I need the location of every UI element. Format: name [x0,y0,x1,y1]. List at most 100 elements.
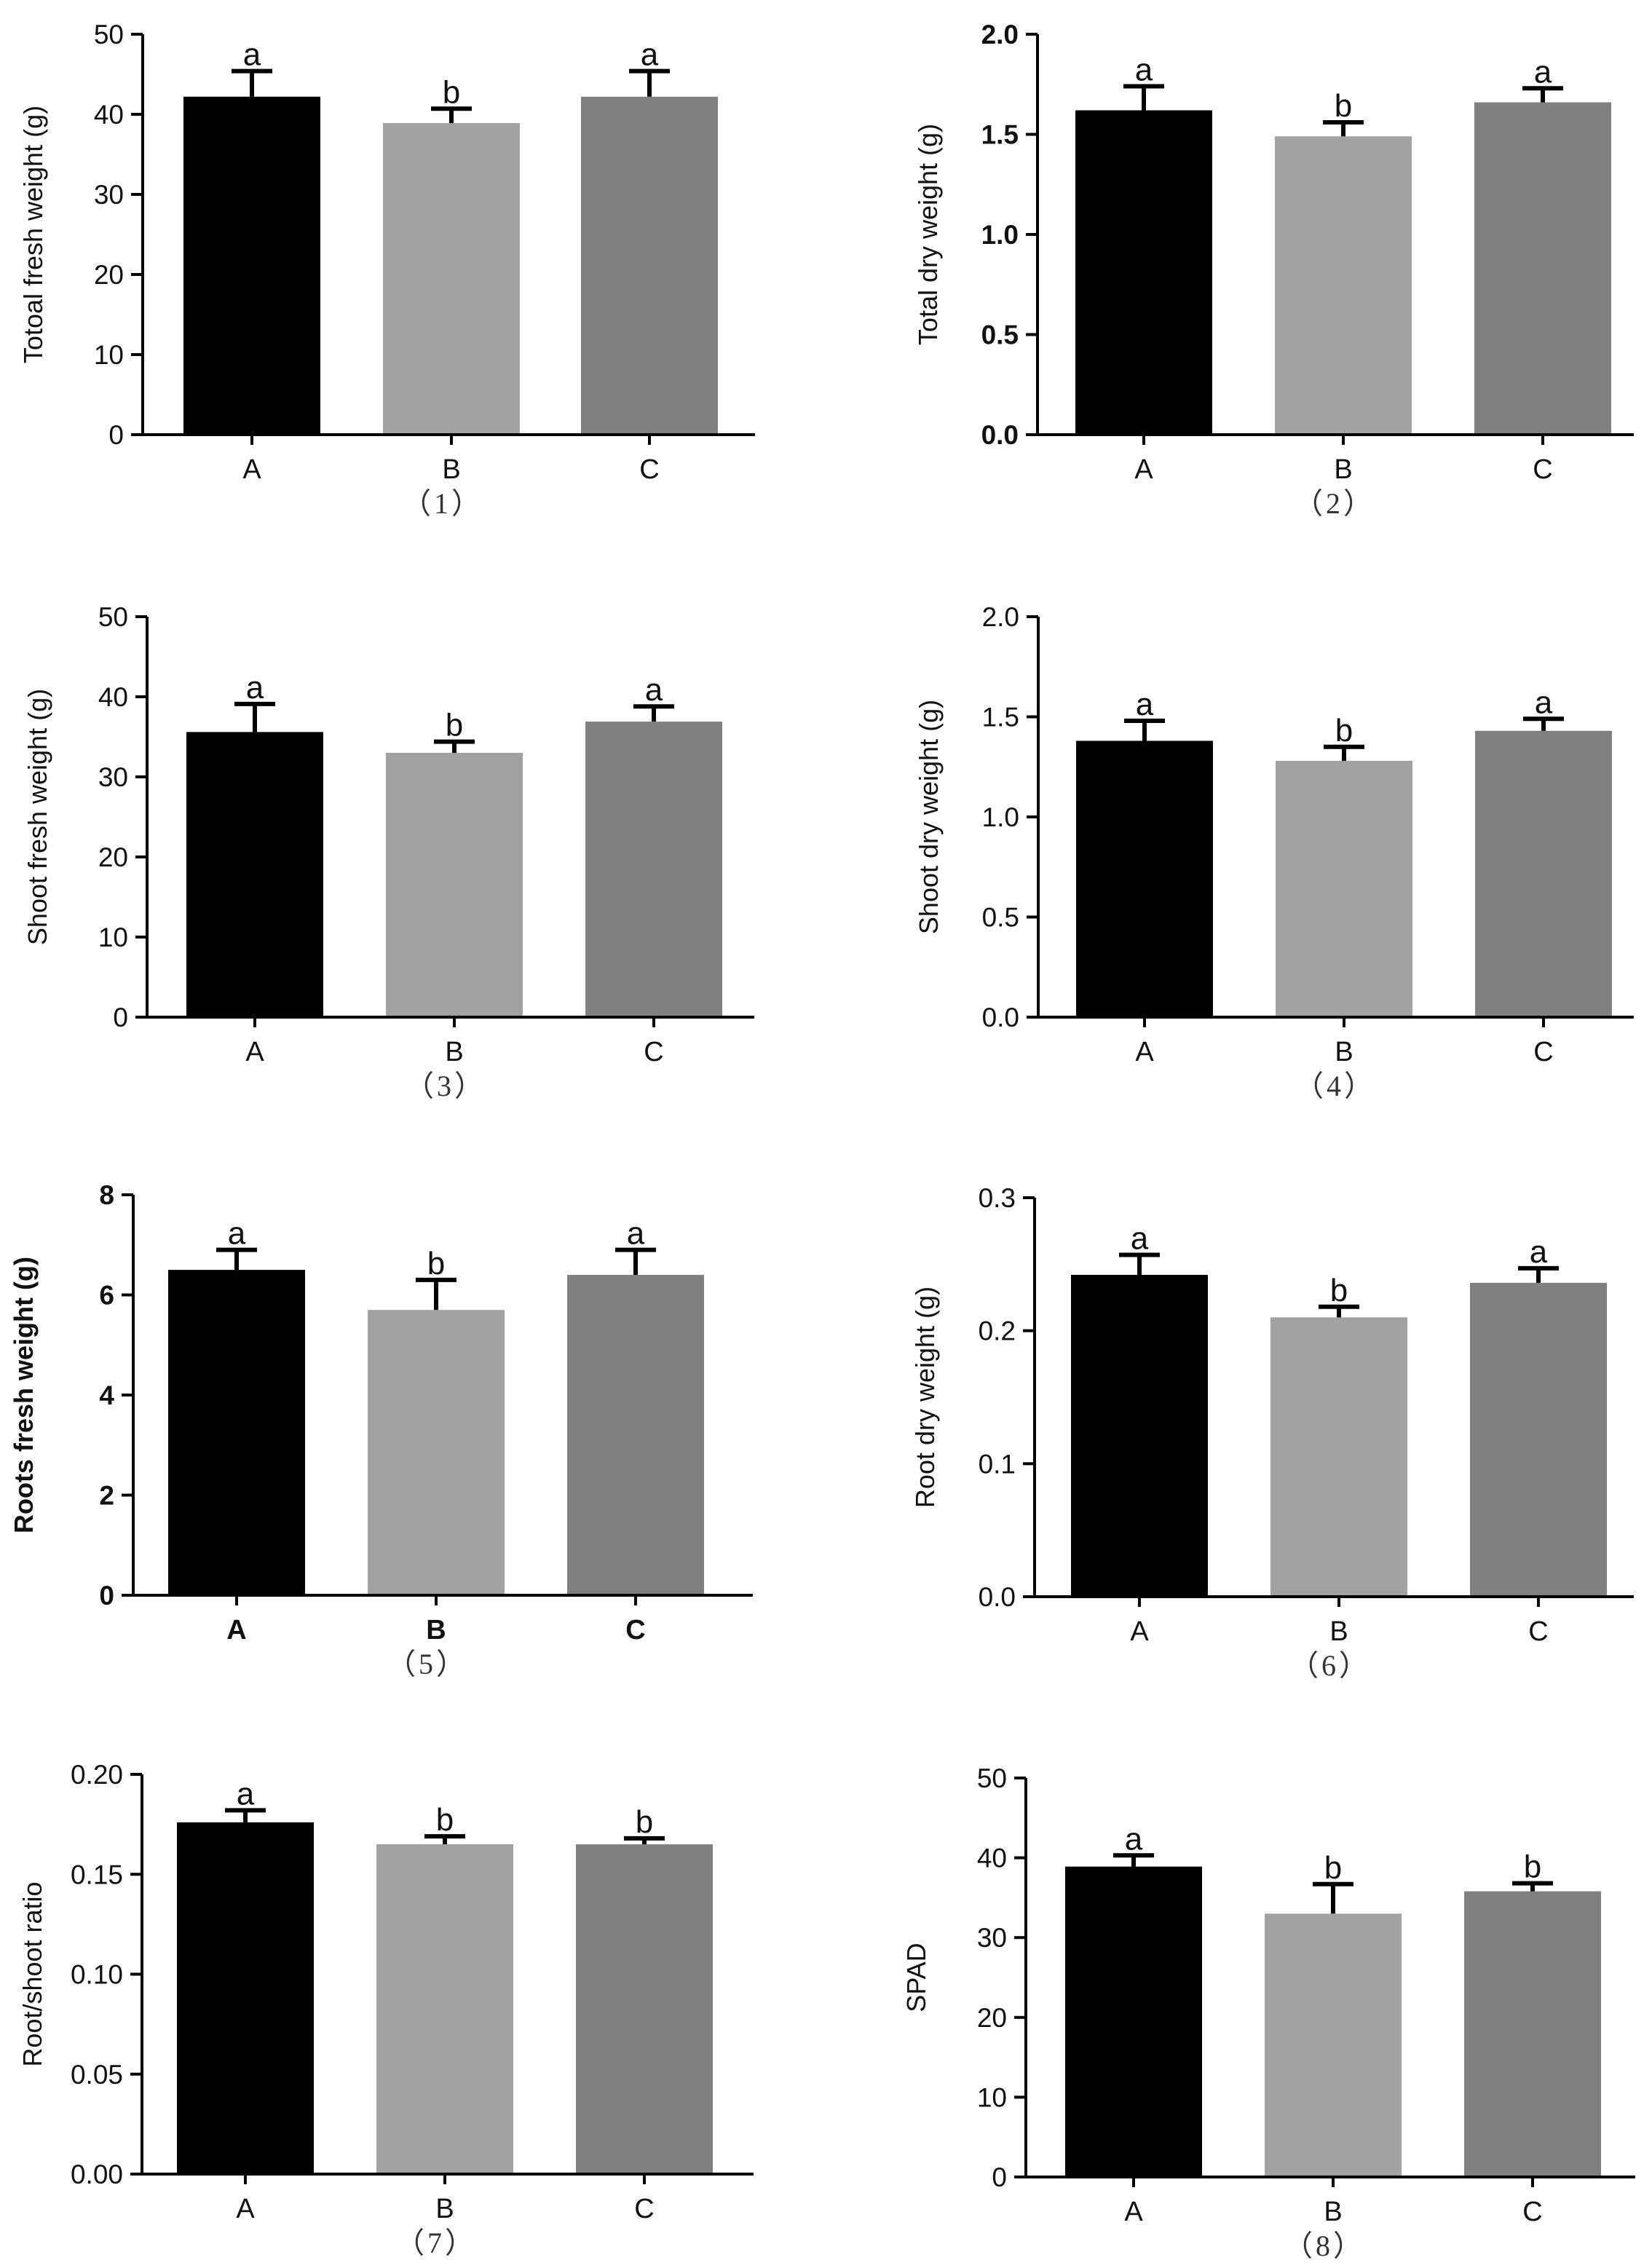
x-tick-label: B [1329,1616,1348,1647]
bar-c [1464,1891,1601,2177]
y-tick-label: 0.10 [71,1960,123,1990]
bar-c [1474,102,1611,435]
significance-letter: b [436,1802,454,1838]
y-tick-label: 1.0 [982,802,1019,832]
significance-letter: b [1335,88,1352,124]
bar-a [1075,110,1212,435]
y-tick-label: 0 [99,1581,114,1611]
x-tick-label: A [245,1037,264,1067]
y-tick-label: 0.0 [982,1003,1019,1032]
y-axis-label: Root/shoot ratio [17,1881,47,2066]
y-tick-label: 4 [99,1380,114,1410]
panel-label: （7） [395,2226,477,2259]
y-axis-label: Totoal fresh weight (g) [18,106,48,363]
bar-c [585,722,722,1017]
x-tick-label: A [236,2194,255,2224]
y-tick-label: 8 [99,1180,114,1210]
x-tick-label: B [1335,1037,1353,1067]
chart-svg: a Ab Ba C 0 10 20 30 40 50 Shoot fresh weight (g) （… [23,602,754,1102]
significance-letter: b [636,1804,653,1840]
y-tick-label: 1.5 [981,120,1019,150]
y-tick-label: 0.05 [71,2060,123,2090]
y-tick-label: 0 [992,2162,1007,2192]
x-tick-label: B [445,1037,463,1067]
x-tick-label: A [1130,1616,1149,1647]
bar-c [1470,1282,1607,1597]
bar-b [386,753,523,1017]
y-tick-label: 0 [113,1003,128,1032]
y-tick-label: 30 [98,762,128,792]
y-tick-label: 20 [94,260,124,290]
significance-letter: a [237,1776,255,1811]
bar-a [168,1270,305,1595]
y-tick-label: 0 [108,420,124,450]
y-tick-label: 2.0 [982,602,1019,632]
bar-b [1276,761,1412,1017]
bar-a [1071,1274,1208,1597]
significance-letter: a [1125,1821,1143,1857]
significance-letter: a [243,37,261,73]
panel-label: （5） [387,1648,468,1680]
y-tick-label: 50 [98,602,128,632]
significance-letter: a [641,37,659,73]
y-tick-label: 0.00 [71,2160,123,2189]
significance-letter: b [1524,1849,1541,1885]
x-tick-label: A [1124,2197,1143,2227]
x-tick-label: C [1522,2197,1542,2227]
y-tick-label: 0.2 [979,1316,1016,1346]
y-tick-label: 10 [98,922,128,952]
y-tick-label: 0.1 [979,1449,1016,1479]
y-tick-label: 2.0 [981,20,1019,50]
y-tick-label: 40 [98,682,128,712]
y-tick-label: 1.5 [982,703,1019,732]
significance-letter: b [1324,1850,1342,1886]
bar-b [376,1844,513,2174]
bar-a [1076,740,1213,1017]
chart-svg: a Ab Bb C 0 10 20 30 40 50 SPAD （8） [901,1763,1635,2262]
x-tick-label: B [435,2194,454,2224]
panel-label: （4） [1295,1070,1376,1102]
bar-c [576,1844,713,2174]
significance-letter: a [1535,684,1553,720]
panel-label: （3） [405,1070,486,1102]
bar-a [183,96,320,435]
y-tick-label: 10 [977,2082,1007,2112]
y-tick-label: 50 [977,1763,1007,1793]
panel-label: （6） [1289,1649,1371,1682]
y-tick-label: 30 [977,1923,1007,1953]
significance-letter: a [1136,687,1154,722]
significance-letter: a [1530,1234,1548,1270]
bar-b [368,1310,505,1595]
x-tick-label: A [226,1615,246,1645]
bar-c [581,96,718,435]
chart-svg: a Ab Ba C 0 10 20 30 40 50 Totoal fresh weight (g)… [18,20,755,520]
y-tick-label: 20 [98,842,128,872]
chart-svg: a Ab Ba C 0.0 0.5 1.0 1.5 2.0 Shoot dry weight (g… [914,602,1634,1102]
significance-letter: b [1335,713,1353,748]
y-tick-label: 40 [94,100,124,130]
bar-a [186,732,323,1017]
x-tick-label: A [1135,1037,1154,1067]
panel-label: （2） [1294,487,1375,520]
x-tick-label: C [1528,1616,1548,1647]
y-tick-label: 20 [977,2003,1007,2033]
panel-label: （8） [1284,2229,1365,2262]
significance-letter: b [1330,1273,1348,1308]
y-tick-label: 0.5 [982,903,1019,933]
chart-svg: a Ab Ba C 0.0 0.5 1.0 1.5 2.0 Total dry weight (g… [913,20,1634,520]
y-tick-label: 0.0 [981,420,1019,450]
chart-svg: a Ab Ba C 0 2 4 6 8 Roots fresh weight (g) （5） [9,1180,753,1680]
bar-b [383,123,520,435]
significance-letter: b [443,74,460,110]
x-tick-label: A [1134,454,1153,485]
bar-a [1065,1866,1202,2177]
x-tick-label: A [242,454,261,485]
